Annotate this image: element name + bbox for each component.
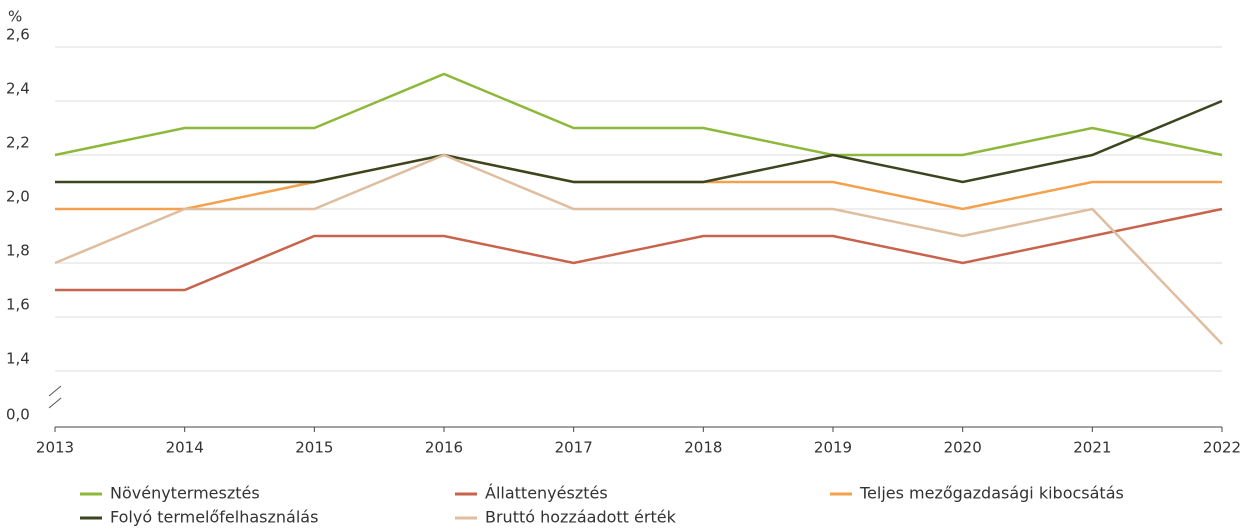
- y-tick-label: 2,4: [6, 80, 30, 98]
- x-tick-label: 2014: [166, 439, 204, 457]
- x-tick-label: 2018: [684, 439, 722, 457]
- axis-break: [48, 385, 62, 397]
- axis-break-gap: [47, 392, 63, 404]
- legend-label: Folyó termelőfelhasználás: [110, 508, 318, 527]
- x-tick-label: 2022: [1203, 439, 1241, 457]
- series-line: [55, 99, 1223, 184]
- y-tick-label: 1,4: [6, 350, 30, 368]
- y-tick-label: 1,6: [6, 296, 30, 314]
- x-tick-label: 2019: [814, 439, 852, 457]
- x-tick-label: 2021: [1073, 439, 1111, 457]
- series-line: [54, 72, 1223, 157]
- series-line: [55, 207, 1223, 292]
- y-tick-label: 0,0: [6, 406, 30, 424]
- x-tick-label: 2015: [295, 439, 333, 457]
- y-unit: %: [8, 8, 22, 26]
- x-tick-label: 2016: [425, 439, 463, 457]
- x-tick-label: 2020: [944, 439, 982, 457]
- y-tick-label: 2,6: [6, 26, 30, 44]
- x-tick-label: 2017: [555, 439, 593, 457]
- x-tick-label: 2013: [36, 439, 74, 457]
- y-tick-label: 2,2: [6, 134, 30, 152]
- y-tick-label: 1,8: [6, 242, 30, 260]
- legend-label: Bruttó hozzáadott érték: [485, 508, 677, 527]
- legend-label: Teljes mezőgazdasági kibocsátás: [859, 484, 1124, 503]
- legend-label: Növénytermesztés: [110, 484, 260, 503]
- legend-label: Állattenyésztés: [485, 484, 608, 503]
- axis-break: [48, 397, 62, 409]
- series-line: [54, 153, 1223, 345]
- y-tick-label: 2,0: [6, 188, 30, 206]
